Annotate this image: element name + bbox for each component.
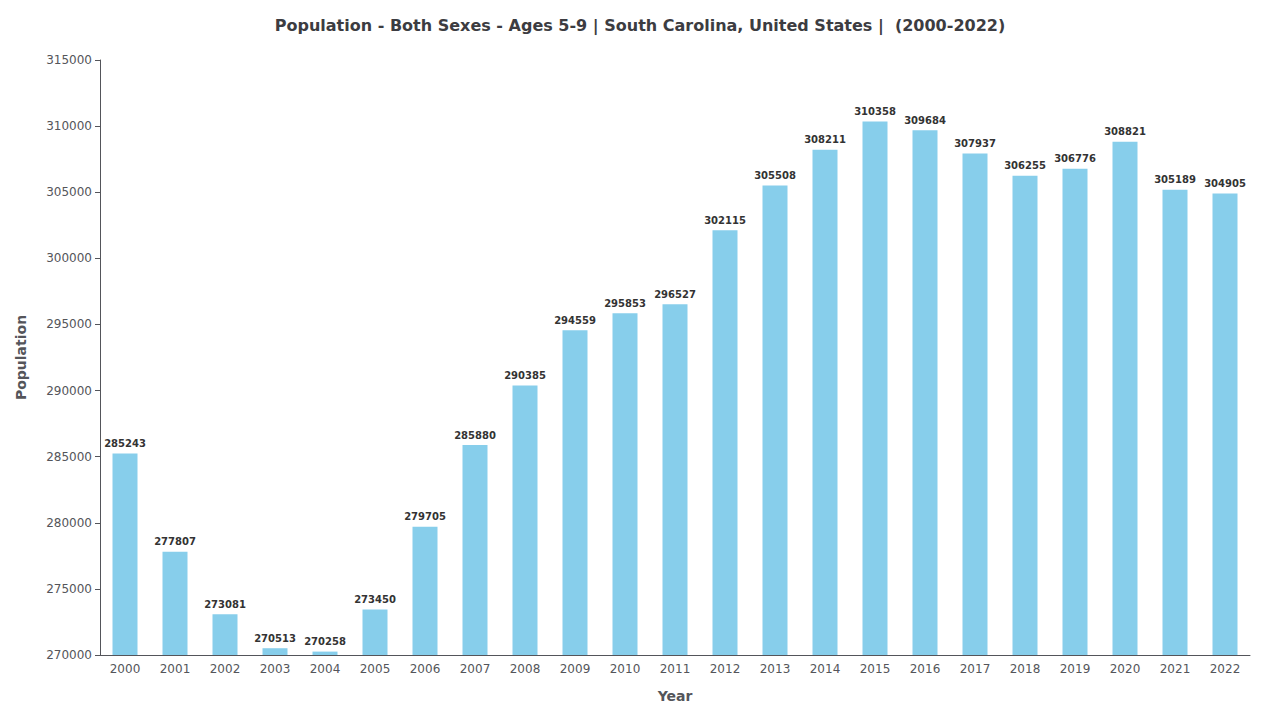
svg-text:2002: 2002 <box>210 662 241 676</box>
svg-text:2010: 2010 <box>610 662 641 676</box>
svg-text:306255: 306255 <box>1004 160 1046 171</box>
svg-text:2008: 2008 <box>510 662 541 676</box>
svg-text:2005: 2005 <box>360 662 391 676</box>
svg-text:285000: 285000 <box>46 450 92 464</box>
svg-text:310358: 310358 <box>854 106 896 117</box>
svg-text:2021: 2021 <box>1160 662 1191 676</box>
svg-text:Population - Both Sexes - Ages: Population - Both Sexes - Ages 5-9 | Sou… <box>275 16 1005 36</box>
svg-text:2016: 2016 <box>910 662 941 676</box>
svg-text:309684: 309684 <box>904 115 946 126</box>
svg-text:295000: 295000 <box>46 317 92 331</box>
svg-text:308821: 308821 <box>1104 126 1146 137</box>
svg-text:270258: 270258 <box>304 636 346 647</box>
svg-text:304905: 304905 <box>1204 178 1246 189</box>
svg-text:2020: 2020 <box>1110 662 1141 676</box>
svg-text:296527: 296527 <box>654 289 696 300</box>
svg-text:305189: 305189 <box>1154 174 1196 185</box>
svg-text:2013: 2013 <box>760 662 791 676</box>
svg-text:2019: 2019 <box>1060 662 1091 676</box>
svg-text:Year: Year <box>657 688 693 704</box>
svg-text:2009: 2009 <box>560 662 591 676</box>
svg-text:273450: 273450 <box>354 594 396 605</box>
svg-text:290385: 290385 <box>504 370 546 381</box>
svg-text:2017: 2017 <box>960 662 991 676</box>
svg-text:308211: 308211 <box>804 134 846 145</box>
svg-text:2015: 2015 <box>860 662 891 676</box>
svg-text:290000: 290000 <box>46 384 92 398</box>
svg-text:2011: 2011 <box>660 662 691 676</box>
svg-text:285243: 285243 <box>104 438 146 449</box>
svg-text:2003: 2003 <box>260 662 291 676</box>
svg-text:279705: 279705 <box>404 511 446 522</box>
svg-text:273081: 273081 <box>204 599 246 610</box>
svg-text:2007: 2007 <box>460 662 491 676</box>
svg-text:277807: 277807 <box>154 536 196 547</box>
svg-text:2006: 2006 <box>410 662 441 676</box>
svg-text:2001: 2001 <box>160 662 191 676</box>
svg-text:305508: 305508 <box>754 170 796 181</box>
svg-text:294559: 294559 <box>554 315 596 326</box>
svg-text:2000: 2000 <box>110 662 141 676</box>
svg-text:285880: 285880 <box>454 430 496 441</box>
svg-text:270513: 270513 <box>254 633 296 644</box>
svg-text:307937: 307937 <box>954 138 996 149</box>
svg-text:275000: 275000 <box>46 582 92 596</box>
svg-text:310000: 310000 <box>46 119 92 133</box>
svg-text:295853: 295853 <box>604 298 646 309</box>
svg-text:302115: 302115 <box>704 215 746 226</box>
svg-text:300000: 300000 <box>46 251 92 265</box>
svg-text:2018: 2018 <box>1010 662 1041 676</box>
svg-text:280000: 280000 <box>46 516 92 530</box>
svg-text:2022: 2022 <box>1210 662 1241 676</box>
svg-text:2004: 2004 <box>310 662 341 676</box>
svg-text:315000: 315000 <box>46 53 92 67</box>
svg-text:2012: 2012 <box>710 662 741 676</box>
svg-text:305000: 305000 <box>46 185 92 199</box>
svg-text:Population: Population <box>13 315 29 400</box>
svg-text:270000: 270000 <box>46 648 92 662</box>
svg-text:2014: 2014 <box>810 662 841 676</box>
svg-text:306776: 306776 <box>1054 153 1096 164</box>
